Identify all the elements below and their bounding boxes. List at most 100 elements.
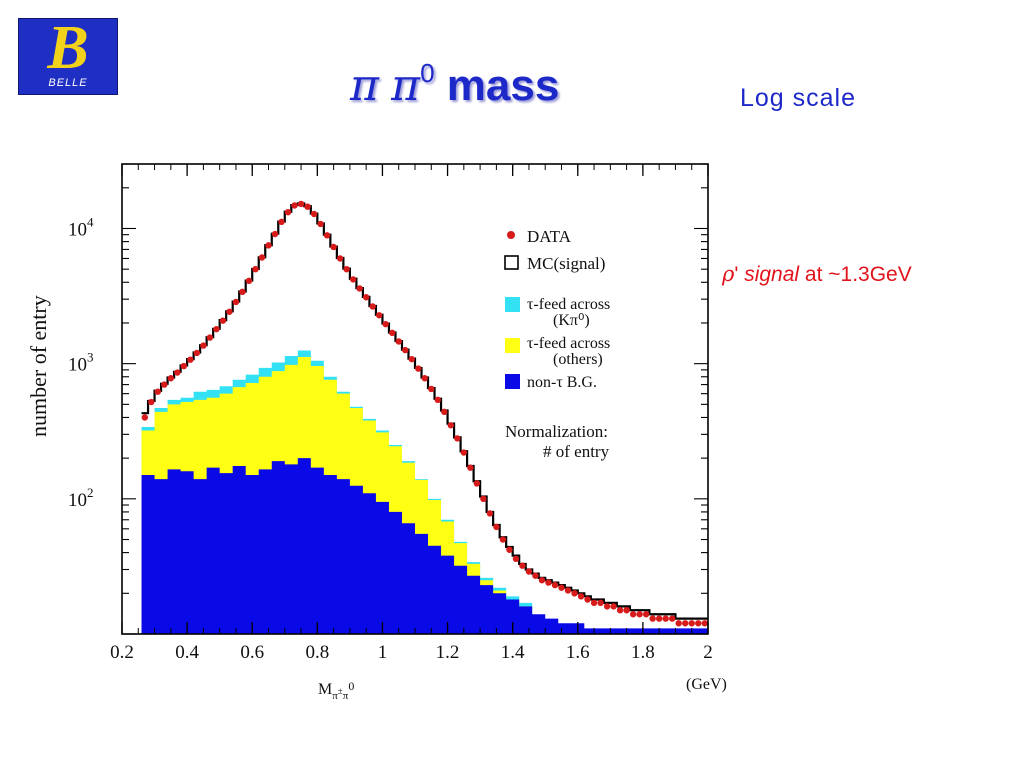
y-tick-exponent: 3 — [87, 350, 94, 365]
data-point — [682, 620, 689, 627]
data-point — [206, 334, 214, 341]
legend-label-mc: MC(signal) — [527, 254, 605, 273]
data-point — [480, 495, 487, 503]
legend-label-k-feed-2: (Kπ⁰) — [553, 312, 590, 329]
legend-label-k-feed: τ-feed across — [527, 296, 610, 313]
data-point — [668, 615, 676, 622]
x-tick-label: 0.6 — [240, 642, 264, 663]
normalization-note-2: # of entry — [543, 442, 610, 461]
data-point — [141, 414, 148, 421]
data-point — [408, 355, 415, 363]
data-point — [148, 398, 155, 406]
y-tick-label: 102 — [68, 485, 94, 511]
data-point — [655, 615, 663, 622]
data-point — [597, 599, 604, 607]
data-point — [258, 254, 266, 261]
data-point — [193, 349, 201, 357]
data-point — [434, 396, 441, 404]
data-point — [265, 242, 272, 249]
y-tick-base: 10 — [68, 355, 87, 376]
data-point — [297, 200, 305, 208]
normalization-note: Normalization: — [505, 422, 608, 441]
x-tick-label: 2 — [703, 642, 713, 663]
x-tick-label: 0.4 — [175, 642, 199, 663]
title-word: mass — [446, 61, 560, 110]
rho-prime-annotation: ρ' signal at ~1.3GeV — [722, 262, 912, 287]
y-tick-base: 10 — [68, 219, 87, 240]
x-axis-label-part: ± — [338, 686, 343, 696]
data-point — [662, 615, 669, 622]
data-point — [447, 422, 455, 429]
data-point — [245, 277, 253, 285]
data-point — [499, 536, 507, 543]
data-point — [180, 362, 188, 370]
belle-logo: B BELLE — [18, 14, 118, 95]
data-point — [428, 385, 435, 393]
x-axis-label-part: M — [318, 681, 332, 698]
legend-label-others-feed-2: (others) — [553, 351, 603, 368]
data-point — [219, 317, 227, 324]
data-point — [239, 288, 246, 296]
belle-logo-text: BELLE — [48, 77, 88, 89]
log-scale-label: Log scale — [740, 84, 857, 112]
data-point — [512, 555, 520, 563]
data-point — [701, 620, 708, 627]
series-fill-non-tau-bg — [141, 458, 708, 634]
x-tick-label: 1.2 — [436, 642, 460, 663]
data-point — [675, 620, 682, 627]
annotation-rest: at ~1.3GeV — [799, 263, 912, 286]
data-point — [154, 388, 162, 395]
x-tick-label: 1.6 — [566, 642, 590, 663]
x-tick-label: 0.2 — [110, 642, 134, 663]
data-point — [551, 581, 559, 589]
legend-label-others-feed: τ-feed across — [527, 335, 610, 352]
data-point — [369, 303, 376, 310]
data-point — [564, 587, 572, 594]
rho-symbol: ρ — [722, 262, 735, 286]
data-point — [545, 579, 552, 586]
data-point — [382, 320, 389, 328]
data-point — [284, 208, 292, 216]
data-point — [232, 298, 240, 306]
x-axis-label-part: 0 — [348, 679, 354, 693]
data-point — [610, 603, 617, 610]
data-point — [278, 218, 285, 226]
legend-marker-others-feed — [505, 338, 520, 353]
data-point — [200, 342, 207, 349]
data-point — [460, 449, 468, 456]
data-point — [590, 599, 598, 607]
legend-marker-non-tau — [505, 374, 520, 389]
data-point — [362, 294, 370, 301]
legend-marker-k-feed — [505, 297, 520, 312]
x-axis-label: Mπ±π0 — [318, 679, 354, 702]
belle-logo-mark: B — [47, 14, 89, 82]
x-axis-label-part: π — [332, 690, 338, 702]
data-point — [343, 265, 350, 273]
data-point — [323, 232, 331, 239]
title-pi-1: π — [350, 60, 379, 111]
data-point — [486, 510, 494, 517]
data-point — [415, 365, 422, 372]
y-tick-exponent: 2 — [87, 485, 94, 500]
data-point — [493, 523, 500, 531]
data-point — [584, 596, 591, 603]
data-point — [336, 255, 344, 262]
data-point — [167, 375, 175, 382]
x-axis-unit: (GeV) — [686, 676, 727, 693]
rho-prime: ' — [734, 263, 739, 286]
data-point — [623, 606, 630, 614]
x-tick-label: 1.8 — [631, 642, 655, 663]
data-point — [506, 546, 513, 553]
data-point — [525, 568, 533, 575]
histogram-chart: 0.2 0.4 0.6 0.8 1 1.2 1.4 1.6 1.8 2104103102Mπ±π0… — [68, 163, 727, 702]
data-point — [356, 285, 363, 292]
x-tick-label: 1 — [378, 642, 388, 663]
data-point — [577, 593, 585, 600]
data-point — [395, 338, 402, 345]
data-point — [688, 620, 695, 627]
legend-label-data: DATA — [527, 227, 572, 246]
x-tick-label: 1.4 — [501, 642, 525, 663]
data-point — [454, 435, 461, 442]
data-point — [389, 329, 396, 337]
data-point — [636, 611, 643, 618]
